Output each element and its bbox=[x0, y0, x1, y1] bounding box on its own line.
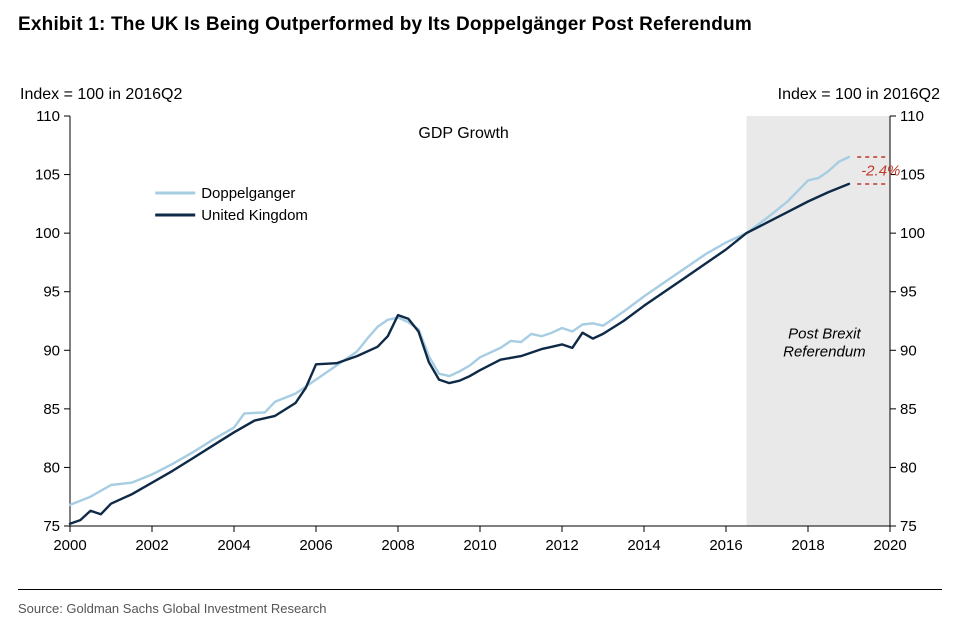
axis-note-left: Index = 100 in 2016Q2 bbox=[20, 86, 182, 104]
svg-text:Doppelganger: Doppelganger bbox=[201, 185, 295, 202]
svg-text:2008: 2008 bbox=[381, 537, 414, 554]
svg-text:110: 110 bbox=[36, 108, 60, 125]
svg-text:2004: 2004 bbox=[217, 537, 250, 554]
svg-text:90: 90 bbox=[43, 342, 60, 359]
svg-text:105: 105 bbox=[35, 167, 60, 184]
svg-text:80: 80 bbox=[43, 459, 60, 476]
svg-text:2002: 2002 bbox=[135, 537, 168, 554]
source-text: Source: Goldman Sachs Global Investment … bbox=[18, 601, 327, 616]
footer-divider bbox=[18, 589, 942, 590]
svg-text:2010: 2010 bbox=[463, 537, 496, 554]
svg-text:2016: 2016 bbox=[709, 537, 742, 554]
svg-text:105: 105 bbox=[900, 167, 925, 184]
chart-container: 75 75 80 80 85 85 90 90 95 95 100 100 105 105 110 110 20… bbox=[20, 106, 940, 566]
svg-text:80: 80 bbox=[900, 459, 917, 476]
svg-text:2000: 2000 bbox=[53, 537, 86, 554]
svg-text:85: 85 bbox=[900, 401, 917, 418]
svg-text:95: 95 bbox=[900, 284, 917, 301]
svg-text:85: 85 bbox=[43, 401, 60, 418]
svg-text:2020: 2020 bbox=[873, 537, 906, 554]
svg-text:2012: 2012 bbox=[545, 537, 578, 554]
svg-text:2014: 2014 bbox=[627, 537, 660, 554]
svg-text:-2.4%: -2.4% bbox=[861, 162, 900, 179]
svg-text:90: 90 bbox=[900, 342, 917, 359]
svg-text:75: 75 bbox=[43, 518, 60, 535]
svg-text:95: 95 bbox=[43, 284, 60, 301]
svg-text:100: 100 bbox=[35, 225, 60, 242]
line-chart: 75 75 80 80 85 85 90 90 95 95 100 100 105 105 110 110 20… bbox=[20, 106, 940, 566]
exhibit-title: Exhibit 1: The UK Is Being Outperformed … bbox=[18, 14, 752, 36]
svg-text:2006: 2006 bbox=[299, 537, 332, 554]
svg-text:Post Brexit: Post Brexit bbox=[788, 326, 861, 343]
svg-text:Referendum: Referendum bbox=[783, 344, 866, 361]
svg-text:2018: 2018 bbox=[791, 537, 824, 554]
svg-text:United Kingdom: United Kingdom bbox=[201, 207, 308, 224]
svg-text:110: 110 bbox=[900, 108, 924, 125]
svg-text:100: 100 bbox=[900, 225, 925, 242]
svg-text:75: 75 bbox=[900, 518, 917, 535]
svg-text:GDP Growth: GDP Growth bbox=[418, 125, 508, 142]
axis-note-right: Index = 100 in 2016Q2 bbox=[778, 86, 940, 104]
